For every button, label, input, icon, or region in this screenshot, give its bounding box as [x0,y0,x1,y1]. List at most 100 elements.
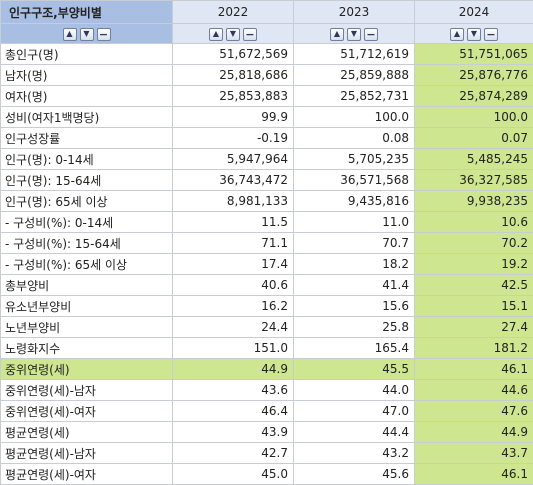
row-label: 인구성장률 [1,128,173,149]
column-header-2023[interactable]: 2023 [294,1,415,24]
move-up-button[interactable]: ▲ [450,28,464,41]
header-row: 인구구조,부양비별 2022 2023 2024 [1,1,533,24]
cell-value: 99.9 [173,107,294,128]
cell-value: 27.4 [415,317,533,338]
cell-value: 51,712,619 [294,44,415,65]
cell-value: 47.0 [294,401,415,422]
cell-value: 43.2 [294,443,415,464]
column-header-2024[interactable]: 2024 [415,1,533,24]
row-label: 평균연령(세)-여자 [1,464,173,485]
stub-header-label[interactable]: 인구구조,부양비별 [1,1,173,24]
cell-value: 5,947,964 [173,149,294,170]
move-down-button[interactable]: ▼ [226,28,240,41]
cell-value: 0.08 [294,128,415,149]
row-label: 인구(명): 65세 이상 [1,191,173,212]
cell-value: 165.4 [294,338,415,359]
move-up-button[interactable]: ▲ [209,28,223,41]
cell-value: 70.2 [415,233,533,254]
cell-value: 46.4 [173,401,294,422]
remove-button[interactable]: − [364,28,378,41]
cell-value: 8,981,133 [173,191,294,212]
cell-value: 36,571,568 [294,170,415,191]
move-down-button[interactable]: ▼ [347,28,361,41]
row-label: 중위연령(세)-여자 [1,401,173,422]
cell-value: 17.4 [173,254,294,275]
column-header-2022[interactable]: 2022 [173,1,294,24]
cell-value: 100.0 [415,107,533,128]
cell-value: 25,859,888 [294,65,415,86]
move-down-button[interactable]: ▼ [80,28,94,41]
cell-value: 19.2 [415,254,533,275]
column-controls-2024: ▲ ▼ − [450,28,498,41]
row-label: 총부양비 [1,275,173,296]
controls-cell-2024: ▲ ▼ − [415,24,533,44]
cell-value: 45.0 [173,464,294,485]
remove-button[interactable]: − [97,28,111,41]
row-label: 인구(명): 0-14세 [1,149,173,170]
cell-value: 25,852,731 [294,86,415,107]
cell-value: 25,876,776 [415,65,533,86]
cell-value: 181.2 [415,338,533,359]
cell-value: 43.9 [173,422,294,443]
row-label: 노년부양비 [1,317,173,338]
cell-value: 10.6 [415,212,533,233]
row-label: - 구성비(%): 15-64세 [1,233,173,254]
controls-cell-2023: ▲ ▼ − [294,24,415,44]
cell-value: 45.5 [294,359,415,380]
move-up-button[interactable]: ▲ [330,28,344,41]
cell-value: 44.0 [294,380,415,401]
cell-value: 36,327,585 [415,170,533,191]
cell-value: 41.4 [294,275,415,296]
cell-value: 5,705,235 [294,149,415,170]
row-label: - 구성비(%): 65세 이상 [1,254,173,275]
cell-value: 44.9 [173,359,294,380]
remove-button[interactable]: − [243,28,257,41]
cell-value: 25,874,289 [415,86,533,107]
cell-value: 46.1 [415,464,533,485]
row-label: 인구(명): 15-64세 [1,170,173,191]
row-label: 중위연령(세) [1,359,173,380]
cell-value: 40.6 [173,275,294,296]
cell-value: 0.07 [415,128,533,149]
cell-value: 44.4 [294,422,415,443]
cell-value: 15.6 [294,296,415,317]
cell-value: 44.6 [415,380,533,401]
column-controls-2022: ▲ ▼ − [209,28,257,41]
controls-cell-2022: ▲ ▼ − [173,24,294,44]
cell-value: 100.0 [294,107,415,128]
cell-value: 46.1 [415,359,533,380]
cell-value: 70.7 [294,233,415,254]
row-label: 노령화지수 [1,338,173,359]
cell-value: 43.7 [415,443,533,464]
remove-button[interactable]: − [484,28,498,41]
cell-value: 36,743,472 [173,170,294,191]
cell-value: 47.6 [415,401,533,422]
cell-value: 151.0 [173,338,294,359]
row-label: 남자(명) [1,65,173,86]
move-down-button[interactable]: ▼ [467,28,481,41]
cell-value: 51,751,065 [415,44,533,65]
cell-value: 9,938,235 [415,191,533,212]
row-label: 중위연령(세)-남자 [1,380,173,401]
move-up-button[interactable]: ▲ [63,28,77,41]
